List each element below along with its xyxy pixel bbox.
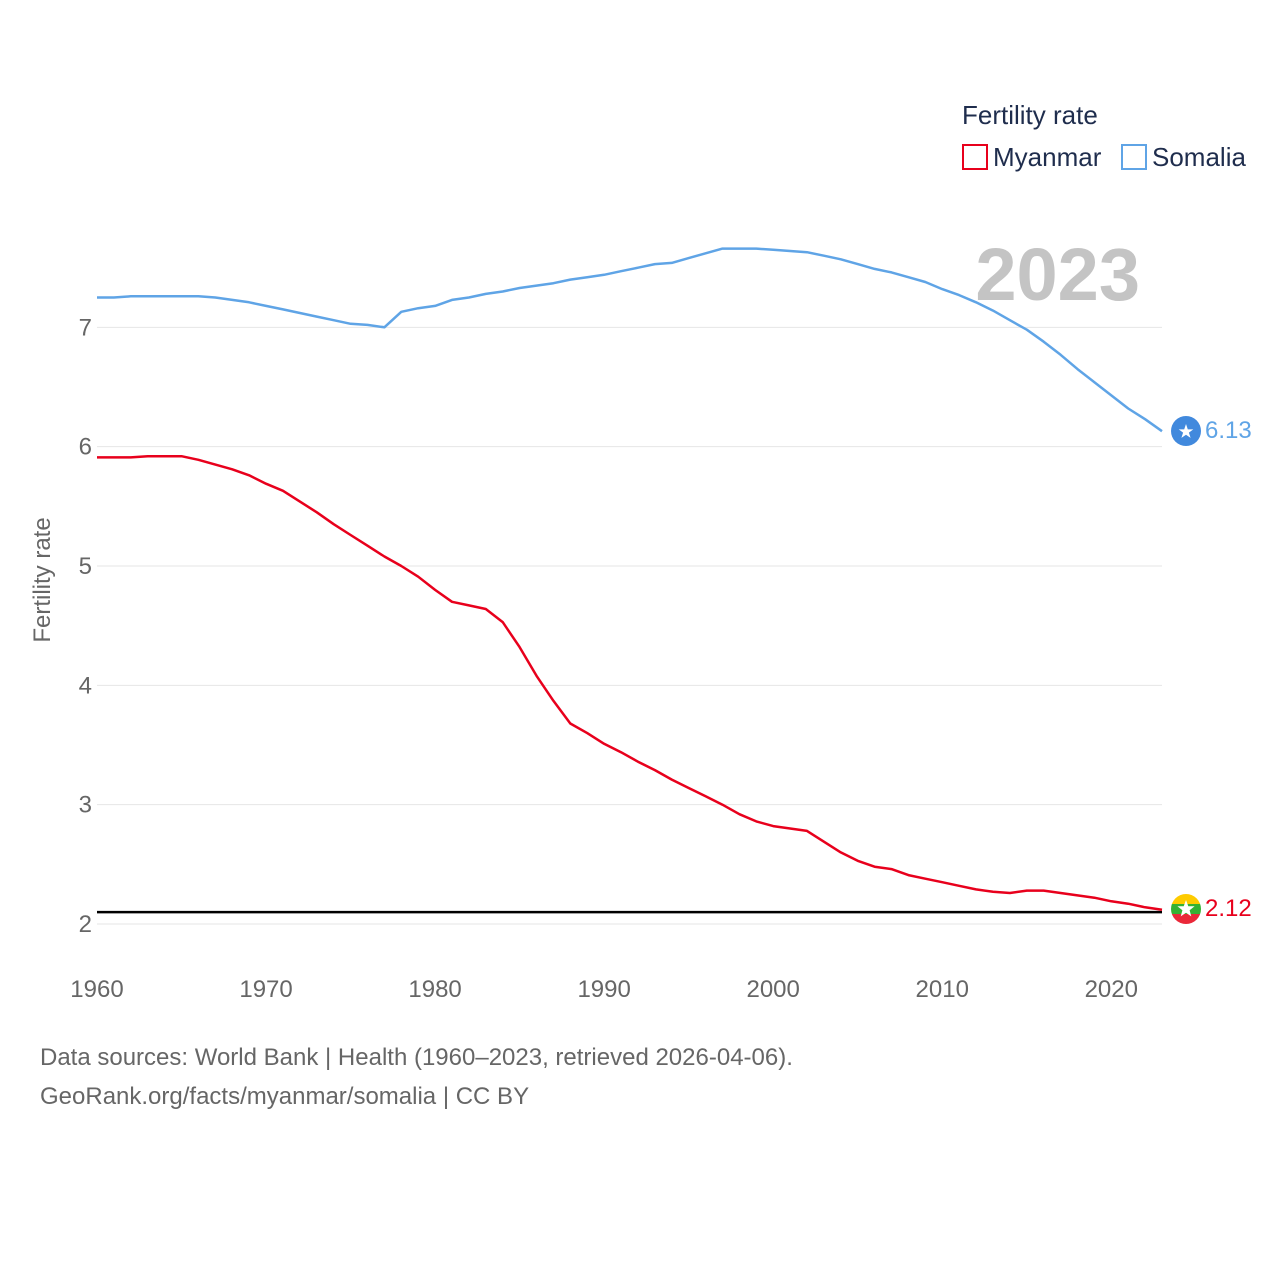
footer-credit: GeoRank.org/facts/myanmar/somalia | CC B… [40,1083,530,1110]
myanmar-flag [1171,894,1201,924]
legend-swatch-myanmar [962,144,988,170]
series-line-somalia [97,247,1163,433]
y-tick-3: 3 [79,792,92,819]
somalia-flag [1171,416,1201,446]
y-tick-7: 7 [79,314,92,341]
legend-swatch-somalia [1121,144,1147,170]
y-tick-6: 6 [79,434,92,461]
x-tick-2000: 2000 [746,976,799,1003]
year-label: 2023 [975,233,1140,316]
y-tick-4: 4 [79,672,92,699]
x-tick-1970: 1970 [239,976,292,1003]
myanmar-flag-star-icon [1177,900,1195,917]
y-tick-2: 2 [79,911,92,938]
y-tick-5: 5 [79,553,92,580]
legend-title: Fertility rate [962,100,1098,130]
myanmar-flag-red [1171,914,1201,924]
end-value-somalia: 6.13 [1205,417,1252,444]
legend-label-myanmar: Myanmar [993,142,1102,172]
footer-source: Data sources: World Bank | Health (1960–… [40,1044,793,1071]
x-tick-1980: 1980 [408,976,461,1003]
legend-item-myanmar[interactable]: Myanmar [962,142,1102,172]
x-tick-2010: 2010 [916,976,969,1003]
y-axis-label: Fertility rate [29,517,56,642]
x-tick-labels: 1960 1970 1980 1990 2000 2010 2020 [70,976,1138,1003]
x-tick-2020: 2020 [1085,976,1138,1003]
end-value-myanmar: 2.12 [1205,895,1252,922]
y-tick-labels: 2 3 4 5 6 7 [79,314,92,938]
myanmar-flag-yellow [1171,894,1201,904]
x-tick-1990: 1990 [577,976,630,1003]
series-line-myanmar [97,454,1163,911]
somalia-flag-star-icon [1178,424,1194,438]
legend-label-somalia: Somalia [1152,142,1246,172]
line-chart: 2 3 4 5 6 7 1960 1970 1980 1990 2000 2010 2020 Fert… [29,100,1252,1003]
series-group [97,247,1163,911]
x-tick-1960: 1960 [70,976,123,1003]
legend-item-somalia[interactable]: Somalia [1121,142,1246,172]
legend: Fertility rate Myanmar Somalia [962,100,1246,172]
y-gridlines [97,326,1162,925]
